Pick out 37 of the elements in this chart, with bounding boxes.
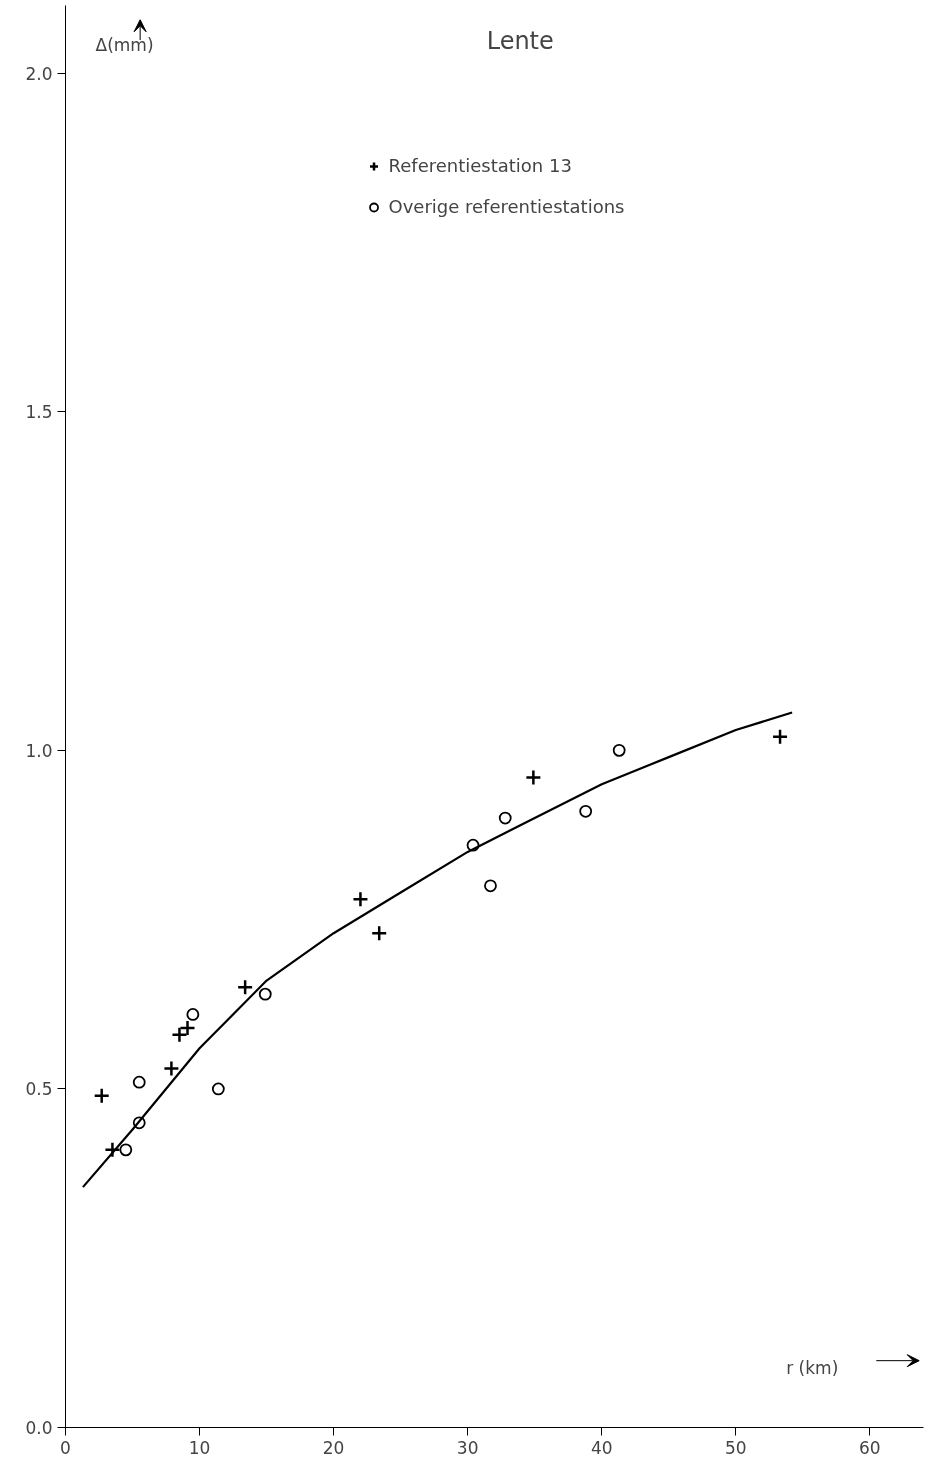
point [484,879,497,893]
x-tick-label: 30 [456,1437,479,1458]
point [119,1143,133,1157]
point [211,1082,225,1096]
point [93,1087,110,1104]
x-tick-label: 0 [60,1437,71,1458]
x-axis-title: r (km) [786,1357,839,1378]
x-tick-label: 10 [188,1437,211,1458]
point [525,769,542,786]
legend-label: Referentiestation 13 [388,155,572,176]
y-tick-label: 1.0 [25,740,53,761]
point [466,838,480,852]
point [132,1116,146,1130]
point [236,979,254,996]
x-tick-label: 20 [322,1437,345,1458]
point [771,728,789,746]
y-tick-label: 1.5 [25,402,53,423]
point [186,1008,200,1021]
point [612,743,626,757]
point [352,891,369,908]
point [132,1075,146,1089]
x-tick-label: 40 [590,1437,613,1458]
x-tick-label: 60 [859,1437,881,1458]
x-tick-label: 50 [725,1437,747,1458]
point [163,1060,180,1077]
point [370,924,388,942]
point [498,811,512,825]
y-axis-title: Δ(mm) [95,35,154,56]
point [579,804,593,818]
text: Lente [486,27,554,56]
y-tick-label: 0.0 [25,1418,53,1438]
point [104,1141,121,1159]
point [258,987,272,1001]
line-series [81,711,794,1189]
legend-label: Overige referentiestations [388,196,625,217]
y-tick-label: 0.5 [25,1079,53,1100]
y-tick-label: 2.0 [25,63,53,84]
